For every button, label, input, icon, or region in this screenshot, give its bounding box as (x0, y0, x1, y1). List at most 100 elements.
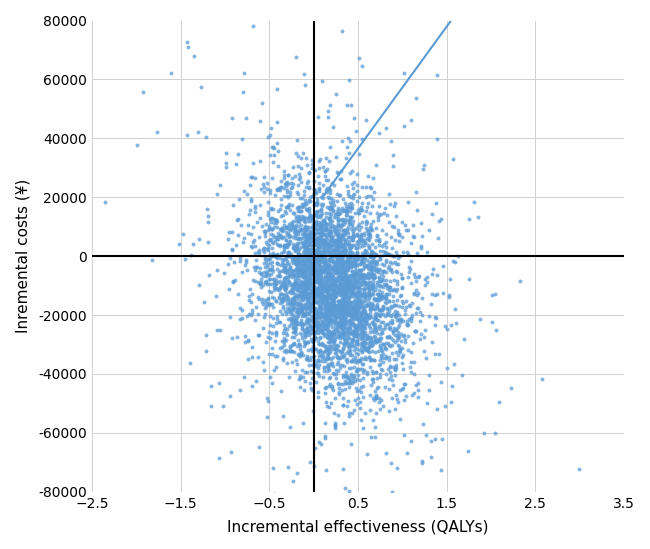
Point (333, 321, 344, 330)
Point (338, 304, 348, 312)
Point (306, 223, 317, 232)
Point (325, 286, 335, 295)
Point (306, 302, 316, 311)
Point (278, 354, 288, 362)
Point (339, 239, 350, 248)
Point (350, 277, 360, 285)
Point (318, 244, 329, 253)
Point (346, 193, 356, 201)
Point (299, 246, 309, 255)
Point (314, 265, 324, 274)
Point (335, 319, 346, 328)
Point (317, 289, 328, 298)
Point (308, 211, 318, 220)
Point (288, 285, 298, 294)
Point (342, 276, 352, 284)
Point (335, 346, 345, 355)
Point (289, 209, 299, 218)
Point (325, 361, 335, 369)
Point (308, 313, 318, 322)
Point (364, 293, 374, 302)
Point (382, 304, 393, 313)
Point (350, 384, 361, 393)
Point (306, 352, 317, 361)
Point (226, 334, 237, 343)
Point (268, 267, 278, 276)
Point (280, 263, 290, 272)
Point (352, 290, 363, 299)
Point (296, 292, 306, 301)
Point (266, 293, 277, 301)
Point (392, 395, 402, 404)
Point (290, 321, 300, 330)
Point (358, 260, 369, 269)
Point (369, 271, 379, 279)
Point (324, 253, 335, 262)
Point (305, 258, 315, 267)
Point (320, 272, 330, 281)
Point (307, 249, 318, 257)
Point (328, 353, 338, 362)
Point (315, 232, 325, 240)
Point (304, 211, 315, 220)
Point (319, 308, 330, 317)
Point (297, 301, 307, 310)
Point (343, 298, 353, 307)
Point (381, 279, 391, 288)
Point (384, 289, 394, 298)
Point (338, 263, 348, 272)
Point (324, 230, 334, 239)
Point (348, 321, 359, 329)
Point (305, 265, 315, 273)
Point (335, 270, 346, 278)
Point (307, 294, 317, 303)
Point (340, 290, 350, 299)
Point (314, 262, 324, 271)
Point (348, 114, 359, 123)
Point (335, 190, 346, 199)
Point (284, 238, 294, 247)
Point (296, 177, 306, 186)
Point (324, 293, 335, 302)
Point (381, 354, 391, 362)
Point (263, 211, 273, 220)
Point (430, 321, 440, 329)
Point (365, 304, 376, 313)
Point (330, 238, 340, 247)
Point (330, 419, 341, 428)
Point (289, 241, 300, 250)
Point (324, 290, 335, 299)
Point (304, 183, 315, 192)
Point (332, 300, 343, 309)
Point (302, 262, 312, 271)
Point (316, 321, 326, 330)
Point (287, 254, 298, 263)
Point (341, 254, 352, 262)
Point (328, 327, 338, 335)
Point (311, 209, 321, 218)
Point (279, 321, 289, 330)
Point (345, 348, 356, 357)
Point (377, 274, 387, 283)
Point (348, 228, 358, 237)
Point (325, 215, 335, 223)
Point (203, 237, 214, 246)
Point (395, 251, 406, 260)
Point (315, 287, 325, 295)
Point (344, 279, 354, 288)
Point (365, 270, 376, 279)
Point (410, 326, 421, 335)
Point (166, 69, 176, 77)
Point (317, 247, 328, 255)
Point (265, 254, 276, 263)
Point (331, 229, 341, 238)
Point (325, 333, 335, 341)
Point (344, 217, 354, 226)
Point (366, 282, 376, 291)
Point (384, 250, 395, 259)
Point (321, 279, 332, 288)
Point (330, 346, 341, 355)
Point (356, 340, 367, 349)
Point (322, 296, 332, 305)
Point (400, 220, 410, 229)
